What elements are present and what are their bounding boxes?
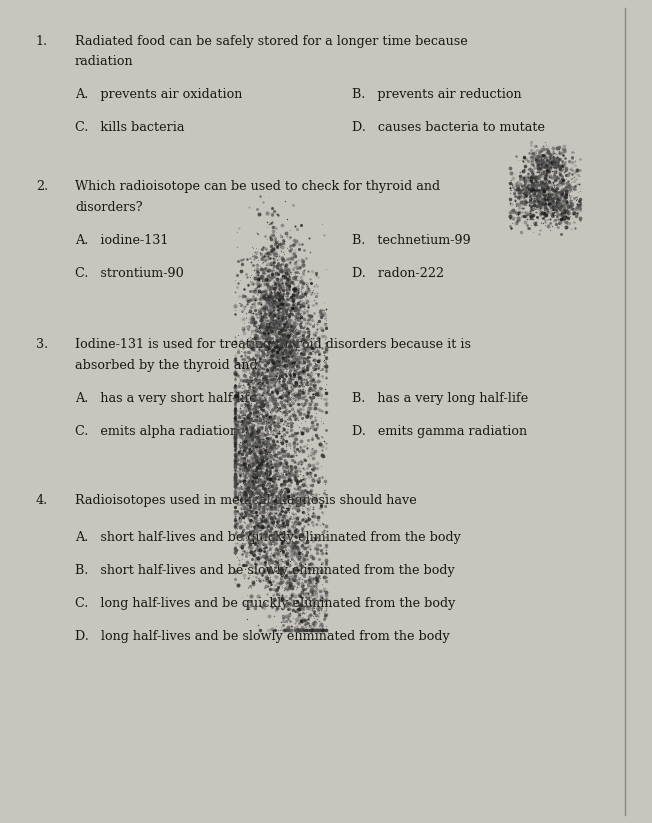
Text: absorbed by the thyroid and: absorbed by the thyroid and [75, 359, 258, 372]
Text: A.   prevents air oxidation: A. prevents air oxidation [75, 88, 243, 101]
Text: Which radioisotope can be used to check for thyroid and: Which radioisotope can be used to check … [75, 180, 440, 193]
Text: Radiated food can be safely stored for a longer time because: Radiated food can be safely stored for a… [75, 35, 467, 48]
Text: disorders?: disorders? [75, 201, 143, 214]
Text: D.   long half-lives and be slowly eliminated from the body: D. long half-lives and be slowly elimina… [75, 630, 450, 643]
Text: 1.: 1. [36, 35, 48, 48]
Text: 2.: 2. [36, 180, 48, 193]
Text: C.   kills bacteria: C. kills bacteria [75, 121, 185, 134]
Text: B.   prevents air reduction: B. prevents air reduction [352, 88, 522, 101]
Text: A.   has a very short half-life: A. has a very short half-life [75, 392, 257, 405]
Text: Iodine-131 is used for treating thyroid disorders because it is: Iodine-131 is used for treating thyroid … [75, 338, 471, 351]
Text: B.   has a very long half-life: B. has a very long half-life [352, 392, 528, 405]
Text: C.   strontium-90: C. strontium-90 [75, 267, 184, 280]
Text: 3.: 3. [36, 338, 48, 351]
Text: D.   radon-222: D. radon-222 [352, 267, 444, 280]
Text: B.   technetium-99: B. technetium-99 [352, 234, 471, 247]
Text: 4.: 4. [36, 494, 48, 507]
Text: radiation: radiation [75, 55, 134, 68]
Text: C.   long half-lives and be quickly eliminated from the body: C. long half-lives and be quickly elimin… [75, 597, 455, 610]
Text: B.   short half-lives and be slowly eliminated from the body: B. short half-lives and be slowly elimin… [75, 564, 454, 577]
Text: A.   iodine-131: A. iodine-131 [75, 234, 168, 247]
Text: C.   emits alpha radiation: C. emits alpha radiation [75, 425, 238, 438]
Text: D.   causes bacteria to mutate: D. causes bacteria to mutate [352, 121, 545, 134]
Text: Radioisotopes used in medical diagnosis should have: Radioisotopes used in medical diagnosis … [75, 494, 417, 507]
Text: D.   emits gamma radiation: D. emits gamma radiation [352, 425, 527, 438]
Text: A.   short half-lives and be quickly eliminated from the body: A. short half-lives and be quickly elimi… [75, 531, 461, 544]
